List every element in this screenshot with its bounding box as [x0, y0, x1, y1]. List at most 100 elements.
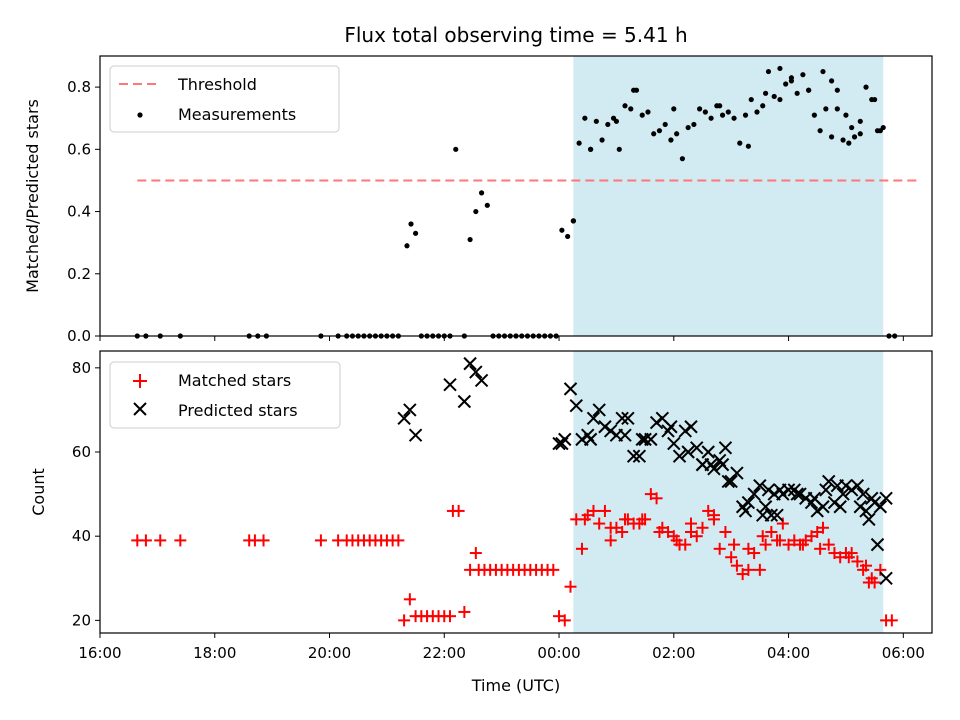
matched-star-point [564, 580, 577, 593]
predicted-star-point [853, 500, 867, 514]
matched-star-point [650, 492, 663, 505]
measurement-point [645, 109, 651, 115]
measurement-point [754, 109, 760, 115]
matched-star-point [578, 513, 591, 526]
predicted-star-point [879, 491, 893, 506]
predicted-star-point [563, 382, 578, 396]
predicted-star-point [793, 487, 807, 501]
measurement-point [800, 72, 806, 78]
predicted-star-point [833, 500, 847, 514]
matched-star-point [742, 563, 755, 576]
matched-star-point [139, 534, 152, 547]
predicted-star-point [850, 478, 865, 493]
measurement-point [828, 134, 835, 140]
measurement-point [794, 90, 800, 96]
measurement-point [737, 140, 743, 146]
top-y-tick-label: 0.8 [67, 78, 91, 96]
matched-star-point [860, 559, 873, 572]
predicted-stars-points [397, 356, 893, 585]
top-legend: Threshold Measurements [109, 65, 340, 133]
predicted-star-point [403, 403, 417, 417]
predicted-star-point [790, 487, 804, 501]
measurement-point [760, 103, 766, 109]
predicted-star-point [715, 457, 730, 472]
predicted-star-point [770, 508, 784, 522]
measurement-point [605, 121, 611, 128]
measurement-point [877, 128, 883, 134]
predicted-star-point [638, 432, 652, 447]
predicted-star-point [856, 487, 870, 501]
measurement-point [857, 131, 863, 137]
matched-star-point [636, 513, 649, 526]
matched-star-point [796, 538, 809, 551]
measurement-point [765, 68, 772, 75]
predicted-star-point [681, 445, 695, 459]
measurement-point [484, 202, 490, 208]
matched-star-point [822, 538, 835, 551]
measurement-point [708, 115, 714, 121]
predicted-star-point [678, 424, 692, 438]
matched-star-point [604, 534, 617, 547]
matched-star-point [458, 605, 471, 618]
predicted-star-point [724, 474, 738, 489]
top-observing-span [573, 56, 884, 336]
measurement-point [639, 112, 645, 118]
predicted-star-point [747, 487, 761, 501]
measurement-point [587, 146, 594, 152]
predicted-star-point [667, 436, 681, 451]
matched-star-point [707, 509, 720, 522]
matched-star-point [403, 593, 416, 606]
top-panel: 0.0 0.2 0.4 0.6 0.8 Flux total observing tim… [23, 23, 933, 345]
matched-star-point [773, 534, 786, 547]
predicted-star-point [756, 508, 770, 522]
matched-star-point [679, 538, 692, 551]
predicted-star-point [844, 483, 859, 497]
matched-star-point [842, 551, 855, 564]
matched-star-point [598, 504, 611, 517]
measurement-point [828, 78, 835, 84]
measurement-point [622, 103, 628, 109]
measurement-point [725, 109, 731, 115]
matched-star-point [547, 563, 560, 576]
x-tick-label: 22:00 [423, 644, 466, 662]
measurement-point [668, 137, 674, 143]
measurement-point [717, 103, 723, 109]
measurement-point [806, 87, 812, 93]
matched-star-point [690, 530, 703, 543]
x-tick-label: 04:00 [767, 644, 810, 662]
predicted-star-point [555, 436, 569, 451]
measurement-point [570, 218, 576, 224]
measurement-point [662, 121, 668, 128]
predicted-star-point [822, 474, 836, 489]
matched-star-point [759, 538, 772, 551]
predicted-star-point [879, 571, 893, 585]
measurement-point [559, 227, 565, 233]
measurement-point [731, 115, 737, 121]
measurement-point [823, 106, 829, 112]
measurement-point [628, 106, 634, 112]
matched-star-point [314, 534, 327, 547]
matched-star-point [816, 521, 829, 534]
matched-star-point [616, 525, 629, 538]
legend-predicted-label: Predicted stars [178, 401, 298, 420]
predicted-star-point [684, 420, 698, 434]
measurement-point [763, 90, 769, 96]
predicted-star-point [463, 356, 477, 371]
legend-measurements-label: Measurements [178, 105, 296, 124]
legend-matched-swatch [133, 374, 147, 388]
measurement-point [745, 143, 751, 149]
predicted-star-point [870, 537, 885, 552]
predicted-star-point [862, 512, 876, 527]
bottom-panel: 20 40 60 80 16:00 18:00 20:00 22:00 00:00 02:00 0… [29, 350, 933, 695]
measurement-point [404, 243, 410, 249]
matched-star-point [653, 525, 666, 538]
measurement-point [478, 190, 485, 196]
measurement-point [872, 96, 878, 103]
top-y-tick-label: 0.6 [67, 140, 91, 158]
matched-star-point [154, 534, 167, 547]
matched-star-point [719, 525, 732, 538]
x-tick-label: 20:00 [308, 644, 351, 662]
measurement-point [748, 96, 754, 103]
matched-star-point [575, 542, 588, 555]
